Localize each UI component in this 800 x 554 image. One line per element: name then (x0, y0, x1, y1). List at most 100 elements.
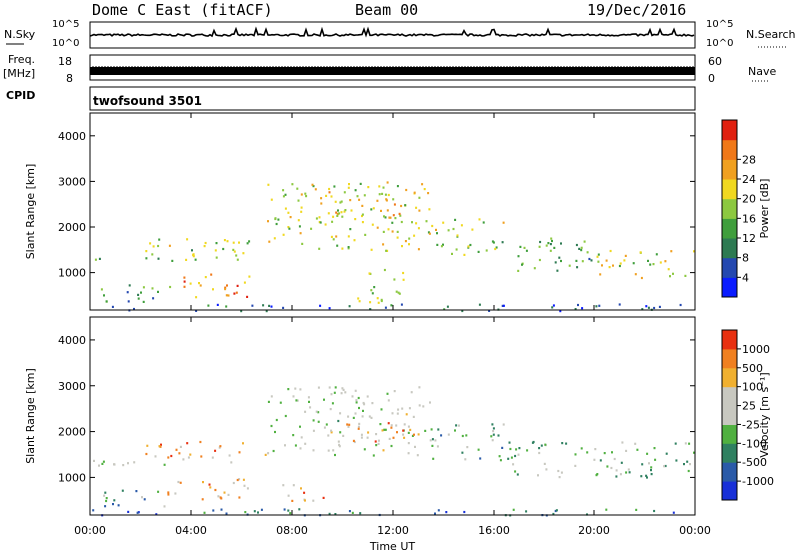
range-cell (436, 232, 438, 235)
range-cell (328, 187, 331, 191)
range-cell (332, 449, 335, 452)
colorbar-segment (722, 218, 737, 239)
range-cell (495, 246, 498, 249)
range-cell (417, 227, 420, 230)
range-cell (557, 469, 560, 473)
range-cell (408, 237, 411, 240)
range-cell (372, 207, 375, 210)
range-cell (185, 258, 188, 261)
range-cell (415, 206, 418, 209)
range-cell (525, 510, 528, 513)
range-cell (304, 410, 307, 413)
range-cell (343, 191, 346, 194)
range-cell (560, 259, 562, 263)
range-cell (539, 240, 542, 244)
range-cell (348, 183, 350, 186)
range-cell (560, 242, 562, 245)
range-cell (381, 429, 384, 432)
range-cell (605, 508, 608, 511)
colorbar-segment (722, 159, 737, 180)
range-cell (451, 252, 453, 255)
power-panel: 1000 2000 3000 4000 Slant Range [km] 4 8 12 16 20… (24, 112, 771, 313)
range-cell (601, 264, 603, 267)
range-cell (378, 193, 381, 196)
range-cell (323, 426, 326, 429)
range-cell (145, 452, 148, 456)
range-cell (232, 241, 235, 244)
range-cell (319, 304, 322, 307)
range-cell (341, 387, 344, 390)
range-cell (319, 221, 322, 224)
range-cell (407, 431, 410, 434)
range-cell (435, 228, 437, 231)
range-cell (368, 415, 371, 418)
range-cell (428, 208, 431, 211)
range-cell (236, 478, 239, 482)
range-cell (499, 459, 502, 462)
range-cell (312, 185, 315, 188)
y-tick-label: 4000 (58, 130, 86, 143)
range-cell (348, 423, 351, 426)
range-cell (639, 251, 642, 254)
range-cell (366, 395, 369, 398)
range-cell (183, 280, 186, 283)
range-cell (619, 262, 622, 265)
range-cell (328, 191, 331, 194)
range-cell (517, 453, 520, 456)
range-cell (222, 247, 225, 251)
range-cell (384, 428, 387, 431)
range-cell (320, 197, 323, 200)
range-cell (246, 242, 249, 245)
range-cell (207, 304, 210, 307)
range-cell (578, 247, 581, 250)
range-cell (414, 445, 416, 448)
freq-top-tick: 18 (58, 55, 72, 68)
power-frame (89, 112, 696, 311)
range-cell (417, 433, 420, 436)
y-tick-label: 1000 (58, 471, 86, 484)
range-cell (440, 245, 443, 248)
range-cell (312, 419, 315, 422)
range-cell (208, 483, 211, 486)
range-cell (395, 290, 398, 293)
range-cell (151, 287, 154, 290)
range-cell (272, 449, 275, 453)
range-cell (653, 447, 656, 450)
range-cell (640, 475, 643, 478)
colorbar-segment (722, 330, 737, 350)
range-cell (242, 478, 245, 481)
nsky-label: N.Sky (4, 28, 36, 41)
range-cell (390, 424, 393, 427)
range-cell (558, 476, 561, 479)
range-cell (576, 266, 579, 269)
range-cell (401, 245, 403, 248)
range-cell (429, 401, 431, 404)
range-cell (621, 441, 624, 444)
range-cell (374, 440, 377, 443)
range-cell (367, 431, 370, 434)
range-cell (201, 498, 204, 501)
range-cell (238, 496, 241, 499)
range-cell (397, 408, 400, 411)
colorbar-label: Power [dB] (758, 179, 771, 239)
range-cell (574, 453, 577, 456)
range-cell (553, 246, 556, 249)
range-cell (689, 463, 691, 466)
range-cell (142, 300, 145, 303)
range-cell (105, 300, 108, 303)
range-cell (599, 273, 602, 276)
range-cell (554, 261, 557, 264)
range-cell (512, 508, 515, 511)
range-cell (327, 434, 330, 437)
range-cell (498, 455, 501, 458)
velocity-colorbar: 1000 500 100 25 -25 -100 -500 -1000 Velocity [m … (721, 329, 774, 501)
range-cell (224, 288, 227, 291)
range-cell (98, 464, 100, 467)
range-cell (627, 468, 630, 471)
range-cell (361, 213, 364, 216)
range-cell (693, 451, 695, 454)
range-cell (214, 449, 217, 452)
range-cell (590, 259, 593, 262)
range-cell (418, 386, 421, 389)
